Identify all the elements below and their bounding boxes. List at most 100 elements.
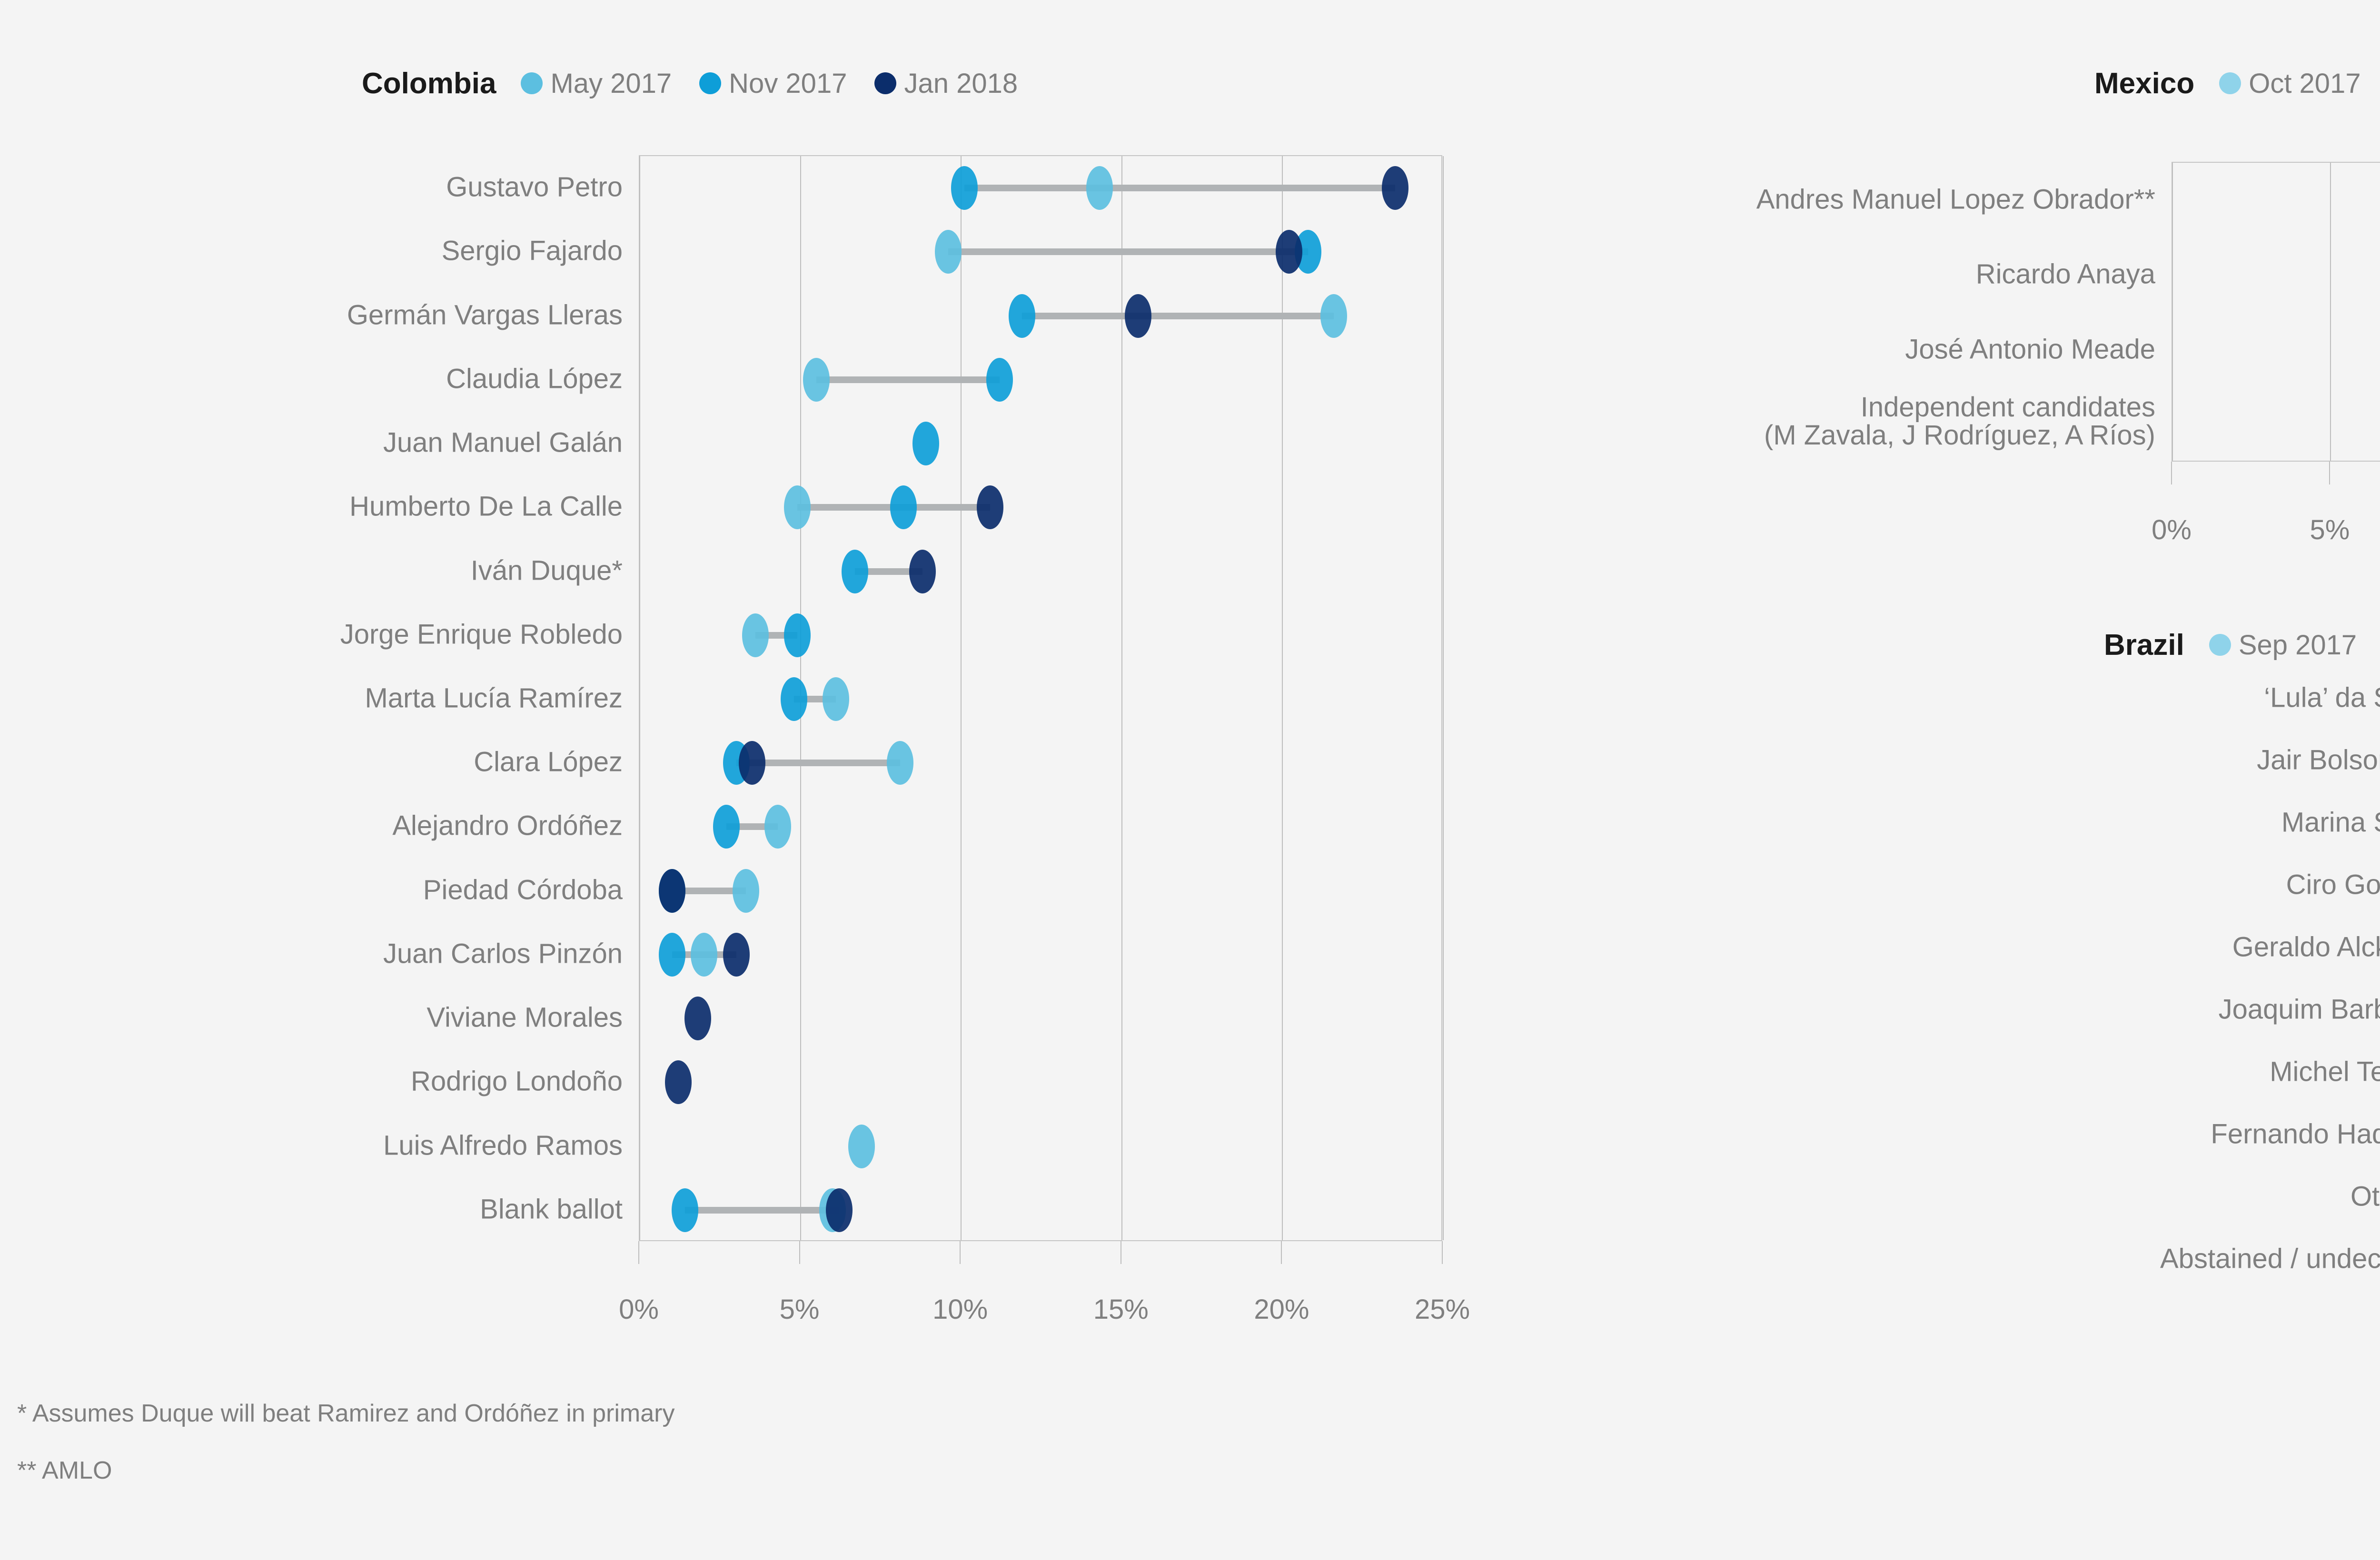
colombia-plot-area (639, 155, 1444, 1241)
x-tick-label: 5% (779, 1294, 820, 1325)
colombia-legend-label-1: Nov 2017 (729, 68, 847, 99)
x-tick (799, 1241, 800, 1264)
category-label: Sergio Fajardo (441, 235, 623, 267)
category-label: Alejandro Ordóñez (392, 810, 623, 841)
category-label: Ciro Gomes (2286, 869, 2380, 900)
range-connector (736, 760, 900, 767)
x-tick-label: 25% (1414, 1294, 1470, 1325)
category-label: José Antonio Meade (1905, 334, 2155, 365)
category-label: Blank ballot (480, 1194, 623, 1225)
category-label: Independent candidates (M Zavala, J Rodrí… (1764, 393, 2172, 449)
data-point (842, 549, 869, 593)
range-connector (855, 568, 923, 575)
x-tick-label: 20% (1254, 1294, 1309, 1325)
category-label: Michel Temer (2270, 1056, 2380, 1087)
data-point (890, 485, 917, 530)
colombia-panel: Colombia May 2017 Nov 2017 Jan 2018 Gust… (340, 62, 1470, 1325)
category-label: Iván Duque* (470, 554, 623, 586)
colombia-title: Colombia (362, 67, 496, 100)
data-point (822, 677, 849, 721)
colombia-plot-wrapper: Gustavo Petro Sergio Fajardo Germán Vargas… (340, 155, 1470, 1325)
category-label: Clara López (474, 746, 623, 778)
legend-dot-icon (2219, 72, 2241, 94)
x-tick (638, 1241, 639, 1264)
x-tick-label: 0% (2152, 514, 2192, 545)
category-label: Viviane Morales (426, 1002, 623, 1033)
colombia-legend-item-0: May 2017 (521, 68, 672, 99)
range-connector (684, 1206, 839, 1214)
category-label: Jair Bolsonaro (2257, 744, 2380, 775)
data-point (886, 741, 913, 785)
category-label-sub: (M Zavala, J Rodríguez, A Ríos) (1764, 420, 2155, 451)
category-label: Geraldo Alckmin (2232, 931, 2380, 962)
data-point (803, 357, 830, 402)
category-label: Gustavo Petro (446, 171, 623, 203)
brazil-legend-item-0: Sep 2017 (2209, 629, 2357, 661)
data-point (665, 1060, 692, 1105)
category-label: Marta Lucía Ramírez (365, 682, 623, 714)
data-point (658, 932, 685, 977)
data-point (742, 613, 769, 657)
x-tick (1281, 1241, 1282, 1264)
data-point (732, 869, 759, 913)
category-label: Rodrigo Londoño (410, 1066, 623, 1097)
data-point (713, 805, 740, 849)
colombia-category-axis: Gustavo Petro Sergio Fajardo Germán Vargas… (115, 155, 639, 1241)
gridline (1121, 156, 1122, 1240)
data-point (986, 357, 1013, 402)
legend-dot-icon (699, 72, 722, 94)
category-label: Fernando Haddad (2211, 1118, 2380, 1149)
gridline (1282, 156, 1283, 1240)
range-connector (1022, 312, 1334, 319)
gridline (1443, 156, 1444, 1240)
category-label: ‘Lula’ da Silva (2264, 681, 2380, 713)
category-label: Andres Manuel Lopez Obrador** (1756, 184, 2155, 215)
category-label: Jorge Enrique Robledo (340, 619, 623, 650)
data-point (671, 1188, 698, 1232)
data-point (1320, 294, 1348, 338)
mexico-plot-wrapper: Andres Manuel Lopez Obrador** Ricardo Ana… (1756, 162, 2380, 545)
data-point (764, 805, 792, 849)
data-point (691, 932, 718, 977)
footnote-two: ** AMLO (17, 1457, 112, 1484)
category-label: Ricardo Anaya (1975, 258, 2155, 290)
colombia-legend-item-1: Nov 2017 (699, 68, 847, 99)
data-point (825, 1188, 853, 1232)
brazil-legend: Sep 2017 Nov 2017 Jan 2018 (2209, 629, 2380, 661)
category-label: Piedad Córdoba (423, 874, 623, 906)
data-point (1086, 166, 1113, 210)
data-point (935, 230, 962, 274)
legend-dot-icon (521, 72, 543, 94)
x-tick-label: 5% (2310, 514, 2350, 545)
range-connector (816, 376, 1000, 383)
gridline (961, 156, 962, 1240)
data-point (783, 613, 811, 657)
data-point (739, 741, 766, 785)
data-point (1124, 294, 1151, 338)
mexico-panel: Mexico Oct 2017 Dec 2017 Jan 2018 Andres… (1571, 0, 2380, 571)
data-point (951, 166, 978, 210)
colombia-legend-item-2: Jan 2018 (874, 68, 1018, 99)
data-point (783, 485, 811, 530)
category-label: Claudia López (446, 363, 623, 395)
mexico-title: Mexico (2094, 67, 2195, 100)
data-point (684, 997, 711, 1041)
category-label: Humberto De La Calle (349, 491, 623, 522)
x-tick (1442, 1241, 1443, 1264)
mexico-category-axis: Andres Manuel Lopez Obrador** Ricardo Ana… (1577, 162, 2172, 462)
legend-dot-icon (2209, 634, 2231, 656)
x-tick-label: 0% (619, 1294, 659, 1325)
category-label: Juan Carlos Pinzón (383, 938, 623, 969)
category-label-main: Independent candidates (1860, 392, 2155, 423)
mexico-plot-area (2172, 162, 2380, 462)
brazil-legend-label-0: Sep 2017 (2238, 629, 2357, 661)
legend-dot-icon (874, 72, 897, 94)
category-label: Others (2350, 1180, 2380, 1212)
data-point (1381, 166, 1408, 210)
data-point (909, 549, 936, 593)
category-label: Joaquim Barbosa (2218, 993, 2380, 1025)
colombia-chart-header: Colombia May 2017 Nov 2017 Jan 2018 (362, 62, 1438, 105)
data-point (1009, 294, 1036, 338)
data-point (781, 677, 808, 721)
data-point (1275, 230, 1302, 274)
